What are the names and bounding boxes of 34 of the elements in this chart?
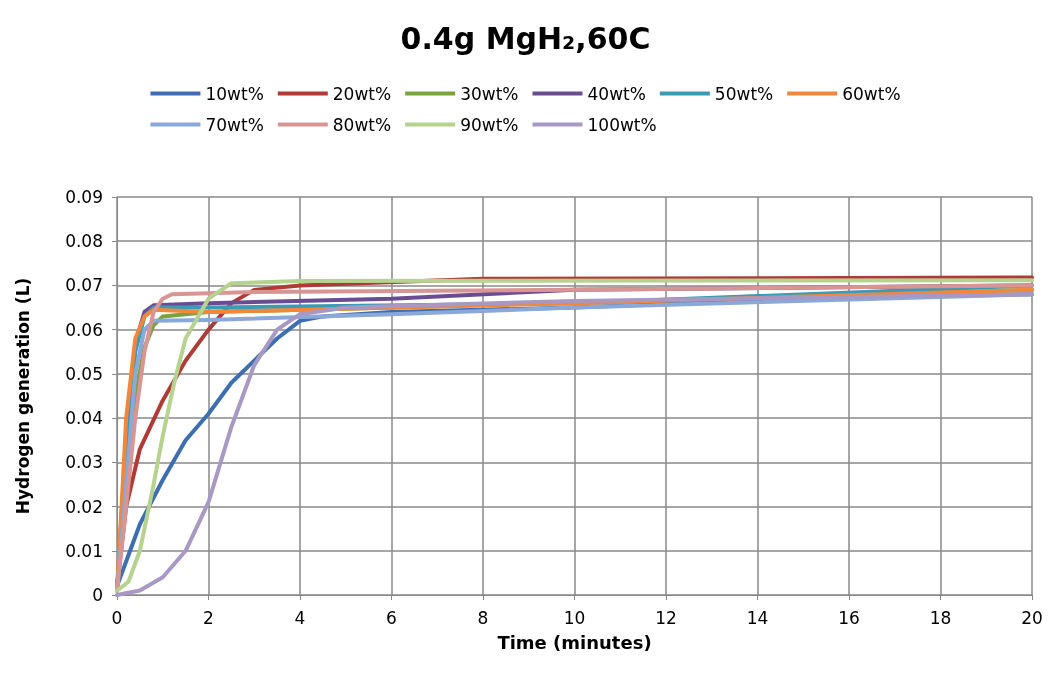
x-tick-label: 8 [477, 607, 489, 628]
x-tick-label: 12 [655, 607, 677, 628]
x-tick-label: 14 [746, 607, 769, 628]
x-tick-label: 6 [386, 607, 397, 628]
y-tick-label: 0.04 [65, 408, 103, 429]
legend-label: 30wt% [460, 83, 519, 104]
x-tick-label: 16 [838, 607, 860, 628]
y-tick-label: 0.05 [65, 363, 103, 384]
y-tick-label: 0.08 [65, 231, 103, 252]
chart-title: 0.4g MgH₂,60C [400, 20, 651, 56]
y-tick-label: 0.03 [65, 452, 103, 473]
x-axis-title: Time (minutes) [497, 631, 652, 653]
y-tick-label: 0 [92, 585, 103, 605]
x-tick-label: 2 [203, 607, 214, 628]
legend-label: 70wt% [205, 114, 264, 135]
x-tick-label: 18 [929, 607, 952, 628]
legend-label: 80wt% [332, 114, 392, 135]
x-tick-label: 4 [294, 607, 306, 628]
y-tick-label: 0.09 [65, 187, 103, 207]
y-tick-label: 0.02 [65, 496, 103, 517]
legend-label: 60wt% [842, 83, 901, 104]
x-tick-label: 10 [563, 607, 586, 628]
y-tick-label: 0.06 [65, 319, 103, 340]
y-tick-label: 0.07 [65, 275, 103, 296]
legend-label: 20wt% [332, 83, 392, 104]
legend-label: 100wt% [587, 114, 657, 135]
legend-label: 10wt% [205, 83, 264, 104]
legend-label: 90wt% [460, 114, 519, 135]
legend-label: 50wt% [714, 83, 774, 104]
legend-label: 40wt% [587, 83, 646, 104]
y-axis-title: Hydrogen generation (L) [12, 277, 33, 515]
y-tick-label: 0.01 [65, 540, 103, 561]
x-tick-label: 20 [1021, 607, 1043, 628]
x-tick-label: 0 [111, 607, 123, 628]
